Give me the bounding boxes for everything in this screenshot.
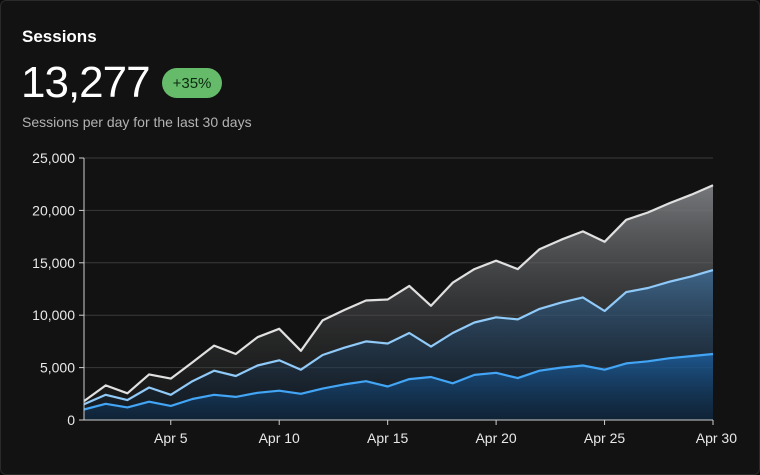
series-area-3 [84, 185, 713, 405]
x-tick-label: Apr 10 [259, 430, 300, 446]
y-tick-label: 15,000 [32, 255, 75, 271]
sessions-total: 13,277 [21, 58, 151, 107]
y-tick-label: 25,000 [32, 150, 75, 166]
x-tick-label: Apr 25 [584, 430, 625, 446]
y-tick-label: 5,000 [40, 360, 75, 376]
series-line-3 [83, 184, 714, 402]
y-tick-label: 10,000 [32, 307, 75, 323]
x-tick-label: Apr 30 [696, 430, 737, 446]
x-tick-label: Apr 5 [154, 430, 188, 446]
series-line-2 [83, 269, 714, 406]
series-line-1 [83, 352, 714, 411]
card-subtitle: Sessions per day for the last 30 days [22, 114, 252, 130]
series-area-1 [84, 354, 713, 420]
x-tick-label: Apr 20 [475, 430, 516, 446]
y-tick-label: 0 [67, 412, 75, 428]
trend-badge: +35% [162, 68, 222, 98]
x-tick-label: Apr 15 [367, 430, 408, 446]
card-title: Sessions [22, 27, 97, 46]
y-tick-label: 20,000 [32, 202, 75, 218]
